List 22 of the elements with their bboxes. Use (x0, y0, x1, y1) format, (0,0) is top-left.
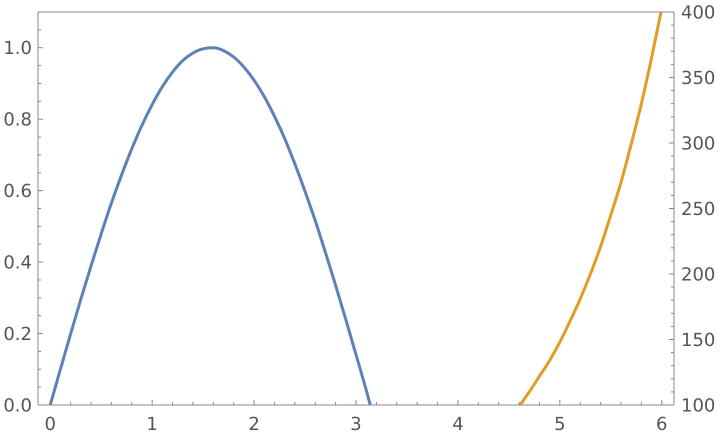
y-tick-label: 0.8 (3, 110, 32, 131)
y-tick-label: 0.2 (3, 324, 32, 346)
x-tick-label: 1 (146, 414, 158, 435)
y-tick-label: 0.0 (3, 396, 32, 416)
y2-tick-label: 300 (681, 134, 716, 154)
y-tick-label: 0.4 (3, 252, 32, 274)
x-tick-label: 5 (554, 414, 566, 435)
y-tick-label: 1.0 (3, 38, 32, 60)
y2-tick-label: 200 (681, 264, 716, 286)
y2-tick-label: 250 (681, 199, 716, 220)
y2-tick-label: 350 (681, 68, 716, 89)
y2-tick-label: 150 (681, 330, 716, 351)
x-tick-label: 2 (248, 414, 260, 435)
y2-tick-label: 400 (681, 2, 716, 24)
x-tick-label: 6 (656, 414, 668, 435)
x-tick-label: 3 (350, 414, 362, 435)
line-series (48, 46, 372, 405)
y-tick-label: 0.6 (3, 181, 32, 202)
x-tick-label: 0 (44, 414, 56, 435)
line-series (518, 12, 662, 405)
x-tick-label: 4 (452, 414, 464, 435)
y2-tick-label: 100 (681, 396, 716, 416)
